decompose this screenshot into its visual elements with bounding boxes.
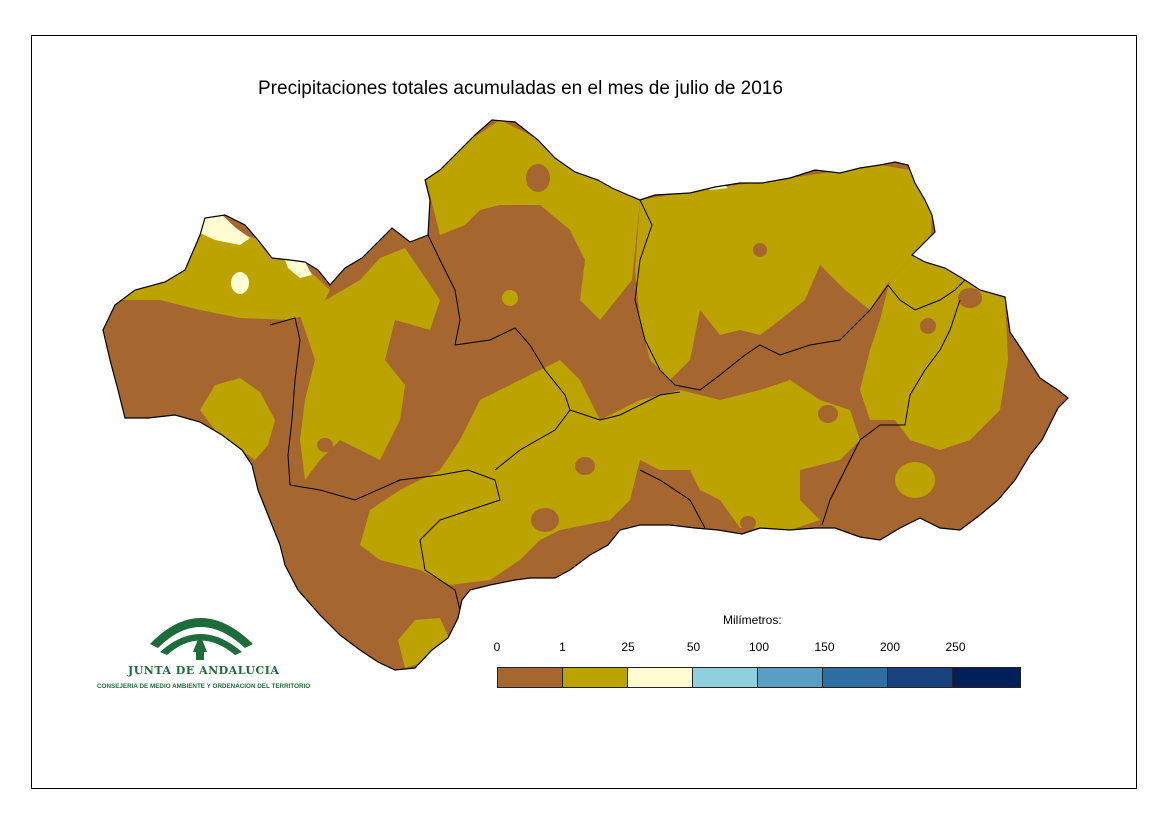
- zone-dry-spot-8: [531, 508, 559, 532]
- legend-swatch-5: [823, 668, 888, 687]
- province-borders: [269, 199, 966, 611]
- zone-dry-spot-1: [526, 164, 550, 192]
- legend-swatch-0: [498, 668, 563, 687]
- legend-tick-label: 200: [879, 640, 901, 654]
- zone-dry-spot-9: [317, 438, 333, 452]
- legend-tick-label: 150: [814, 640, 835, 654]
- border-jaen-granada: [887, 279, 966, 311]
- legend-swatch-4: [758, 668, 823, 687]
- logo-subtitle: CONSEJERIA DE MEDIO AMBIENTE Y ORDENACIO…: [97, 683, 311, 690]
- zone-low-huelva-south: [200, 378, 275, 460]
- zone-low-sevilla: [300, 248, 440, 480]
- zone-dry-spot-6: [818, 405, 838, 423]
- legend-swatch-7: [953, 668, 1020, 687]
- legend-tick-label: 25: [621, 640, 635, 654]
- border-sevilla-cadiz: [289, 469, 501, 611]
- map-title: Precipitaciones totales acumuladas en el…: [258, 78, 783, 99]
- legend-tick-label: 0: [493, 640, 501, 654]
- zone-mid-spot: [231, 272, 249, 294]
- zone-dry-spot-3: [920, 318, 936, 334]
- junta-andalucia-logo: [150, 618, 253, 660]
- border-cordoba-malaga-granada: [569, 391, 681, 421]
- zone-dry-spot-2: [753, 243, 767, 257]
- map-frame: [31, 35, 1137, 789]
- legend-tick-label: 50: [686, 640, 701, 654]
- precipitation-zones: [103, 120, 1008, 668]
- logo-bar: [196, 650, 204, 660]
- logo-name: JUNTA DE ANDALUCIA: [128, 664, 280, 677]
- zone-dry-spot-4: [958, 288, 982, 308]
- legend-tick-label: 250: [945, 640, 966, 654]
- zone-olive-spot-1: [502, 290, 518, 306]
- border-granada-almeria: [821, 299, 961, 526]
- zone-low-jaen: [635, 165, 932, 380]
- legend-swatch-3: [693, 668, 758, 687]
- zone-low-center: [360, 360, 860, 585]
- border-cordoba-jaen: [634, 199, 889, 391]
- legend-swatch-6: [888, 668, 953, 687]
- logo-arc-inner: [160, 634, 242, 655]
- zone-dry-spot-7: [740, 516, 756, 530]
- zone-low-almeria-spot: [895, 462, 935, 498]
- legend-swatch-1: [563, 668, 628, 687]
- legend-unit-label: Milímetros:: [723, 613, 782, 627]
- border-sevilla-cordoba: [427, 234, 571, 471]
- legend-tick-label: 100: [748, 640, 770, 654]
- zone-mid-northwest: [198, 215, 250, 245]
- border-malaga-granada: [639, 469, 706, 529]
- border-huelva-sevilla: [269, 317, 301, 486]
- zone-low-cadiz-south: [398, 618, 450, 668]
- zone-dry-spot-5: [575, 457, 595, 475]
- legend-tick-label: 1: [559, 640, 566, 654]
- legend-color-bar: [497, 667, 1021, 688]
- logo-arrow: [193, 634, 207, 652]
- legend-swatch-2: [628, 668, 693, 687]
- logo-arc-outer: [150, 618, 253, 648]
